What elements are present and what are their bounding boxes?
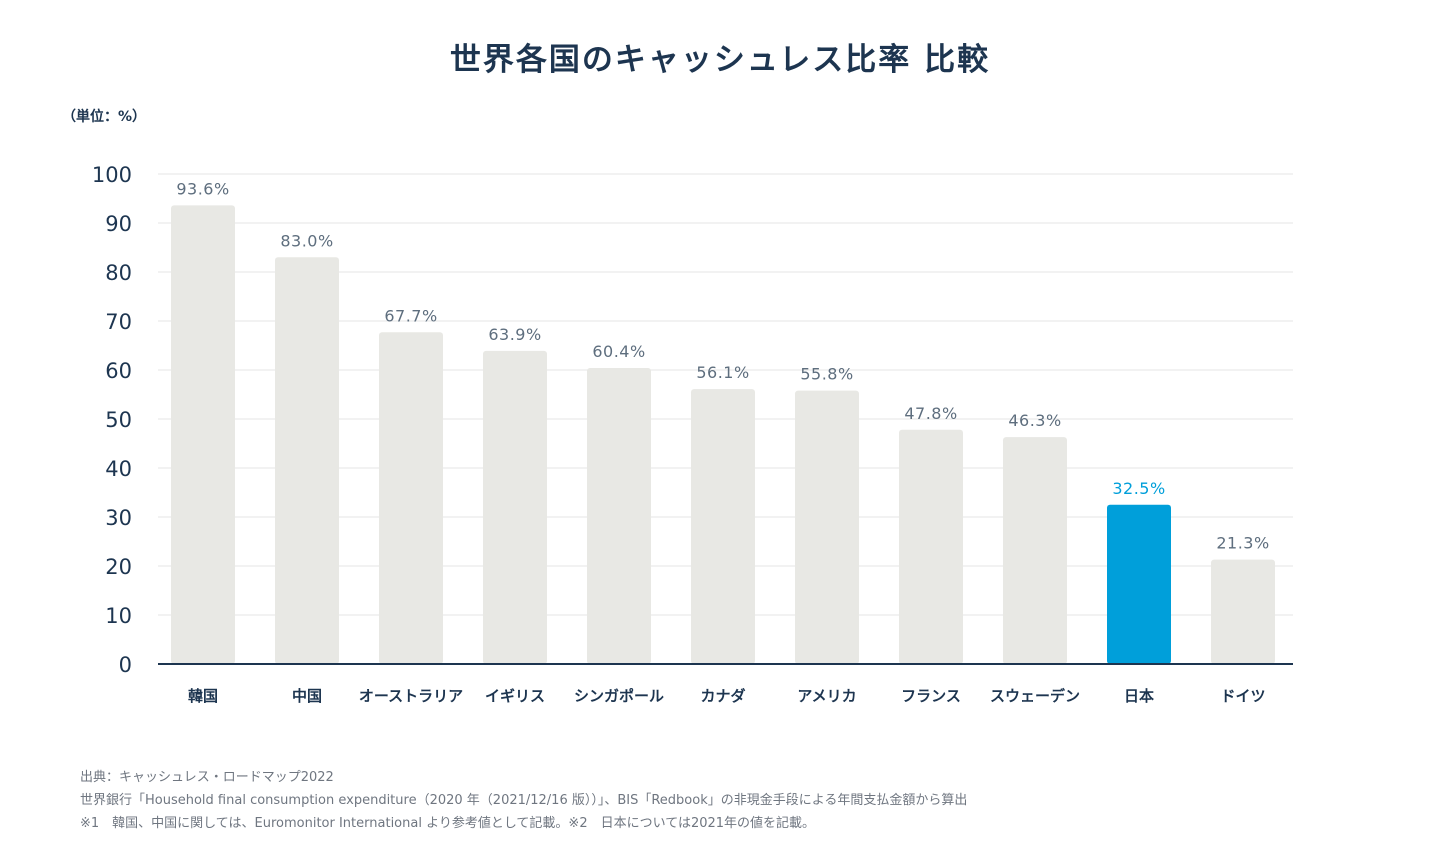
- y-tick-label: 80: [105, 261, 132, 285]
- data-label: 46.3%: [1008, 411, 1061, 430]
- category-label: カナダ: [700, 687, 745, 705]
- data-label: 93.6%: [176, 179, 229, 198]
- bar: [899, 429, 963, 664]
- y-tick-label: 60: [105, 359, 132, 383]
- data-label: 56.1%: [696, 363, 749, 382]
- bar: [379, 332, 443, 664]
- category-label: アメリカ: [797, 687, 856, 705]
- y-tick-label: 10: [105, 604, 132, 628]
- bar: [483, 350, 547, 664]
- data-label: 21.3%: [1216, 534, 1269, 553]
- y-tick-label: 0: [119, 653, 132, 677]
- bar: [795, 390, 859, 664]
- data-label: 32.5%: [1112, 479, 1165, 498]
- category-label: ドイツ: [1220, 687, 1265, 705]
- category-label: フランス: [901, 687, 961, 705]
- category-label: オーストラリア: [359, 687, 463, 705]
- y-tick-label: 30: [105, 506, 132, 530]
- bar: [691, 389, 755, 664]
- y-tick-label: 100: [92, 163, 132, 187]
- y-tick-label: 90: [105, 212, 132, 236]
- category-label: スウェーデン: [990, 687, 1080, 705]
- data-label: 67.7%: [384, 306, 437, 325]
- data-label: 83.0%: [280, 231, 333, 250]
- y-tick-label: 50: [105, 408, 132, 432]
- bar: [587, 368, 651, 664]
- category-label: シンガポール: [574, 687, 664, 705]
- bars: [171, 205, 1275, 665]
- y-tick-label: 20: [105, 555, 132, 579]
- bar: [1211, 559, 1275, 664]
- unit-label: （単位：%）: [62, 109, 147, 125]
- data-label: 63.9%: [488, 325, 541, 344]
- y-axis-ticks: 0 10 20 30 40 50 60 70 80 90 100: [92, 163, 132, 677]
- data-label: 60.4%: [592, 342, 645, 361]
- bar-chart: 0 10 20 30 40 50 60 70 80 90 100 93.6% 83.0% 67.7% 63…: [92, 163, 1293, 705]
- bar: [171, 205, 235, 665]
- data-labels: 93.6% 83.0% 67.7% 63.9% 60.4% 56.1% 55.8% 47.8%…: [176, 179, 1269, 552]
- data-label: 55.8%: [800, 365, 853, 384]
- source-note: 出典：キャッシュレス・ロードマップ2022: [80, 770, 334, 785]
- x-axis-categories: 韓国 中国 オーストラリア イギリス シンガポール カナダ アメリカ フランス スウェーデン 日本…: [188, 687, 1266, 705]
- category-label: 中国: [292, 687, 322, 705]
- bar: [1003, 437, 1067, 664]
- category-label: 日本: [1124, 687, 1154, 705]
- category-label: 韓国: [188, 687, 218, 705]
- category-label: イギリス: [485, 687, 545, 705]
- bar: [1107, 504, 1171, 664]
- y-tick-label: 40: [105, 457, 132, 481]
- bar: [275, 257, 339, 664]
- data-label: 47.8%: [904, 404, 957, 423]
- remarks-note: ※1 韓国、中国に関しては、Euromonitor International …: [80, 816, 816, 831]
- footnotes: 出典：キャッシュレス・ロードマップ2022 世界銀行「Household fin…: [80, 766, 967, 835]
- method-note: 世界銀行「Household final consumption expendi…: [80, 793, 968, 808]
- y-tick-label: 70: [105, 310, 132, 334]
- chart-title: 世界各国のキャッシュレス比率 比較: [449, 42, 991, 78]
